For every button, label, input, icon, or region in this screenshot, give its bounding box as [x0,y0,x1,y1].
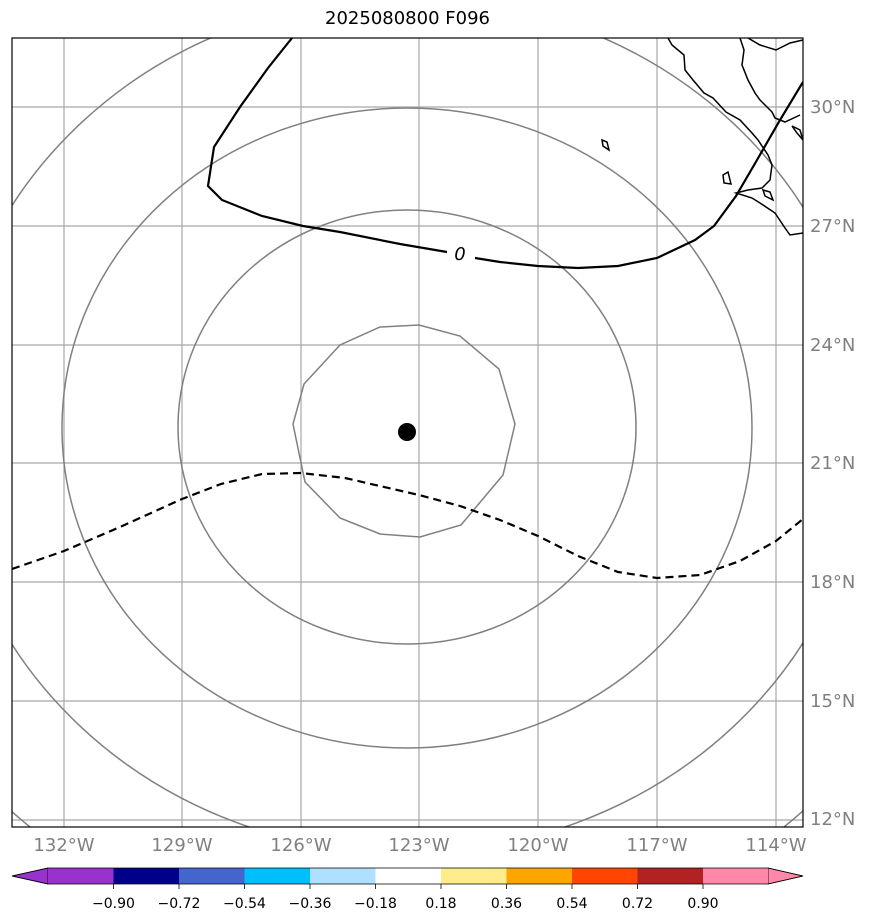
lat-tick-label: 27°N [810,216,855,237]
colorbar-tick-label: −0.36 [289,896,332,912]
distance-ring [177,209,637,645]
lat-tick-label: 24°N [810,335,855,356]
contour-label: 0 [454,244,465,265]
center-marker [398,423,416,441]
colorbar-tick-label: −0.72 [158,896,201,912]
lon-tick-label: 126°W [270,835,331,856]
colorbar-segment [48,868,114,884]
negative-contour-dashed [12,471,803,580]
lat-tick-label: 12°N [810,809,855,830]
colorbar-tick-label: −0.90 [92,896,135,912]
colorbar-segment [375,868,441,884]
colorbar-tick-label: 0.36 [491,896,522,912]
colorbar-segment [244,868,310,884]
colorbar-segment [637,868,703,884]
lat-tick-label: 21°N [810,453,855,474]
lat-tick-label: 18°N [810,572,855,593]
lat-labels: 30°N 27°N 24°N 21°N 18°N 15°N 12°N [810,97,855,830]
map-title: 2025080800 F096 [325,8,490,29]
graticule [12,38,803,827]
colorbar-tick-label: 0.90 [687,896,718,912]
colorbar-tick-label: −0.54 [223,896,266,912]
colorbar-segment [179,868,245,884]
lon-tick-label: 114°W [745,835,806,856]
lon-tick-label: 132°W [33,835,94,856]
colorbar-outline [11,867,804,885]
lat-tick-label: 15°N [810,691,855,712]
colorbar-segment [441,868,507,884]
colorbar-segment [506,868,572,884]
distance-ring [61,107,753,749]
lon-tick-label: 117°W [626,835,687,856]
zero-contour-solid [206,38,803,270]
colorbar-segment [703,868,768,884]
distance-ring [292,324,516,538]
lon-tick-label: 129°W [151,835,212,856]
colorbar-tick-label: 0.72 [622,896,653,912]
colorbar-segment [113,868,179,884]
distance-ring [12,38,803,827]
colorbar-tick-label: −0.18 [354,896,397,912]
colorbar-extend-high [767,867,804,885]
lon-tick-label: 123°W [388,835,449,856]
lon-labels: 132°W 129°W 126°W 123°W 120°W 117°W 114°… [33,835,806,856]
lon-tick-label: 120°W [507,835,568,856]
map-frame [11,37,804,828]
colorbar-tick-label: 0.54 [556,896,587,912]
colorbar: −0.90 −0.72 −0.54 −0.36 −0.18 0.18 0.36 … [11,867,804,912]
colorbar-extend-low [11,867,49,885]
coastline [601,38,803,236]
colorbar-segment [572,868,638,884]
colorbar-segment [310,868,376,884]
lat-tick-label: 30°N [810,97,855,118]
colorbar-tick-label: 0.18 [425,896,456,912]
